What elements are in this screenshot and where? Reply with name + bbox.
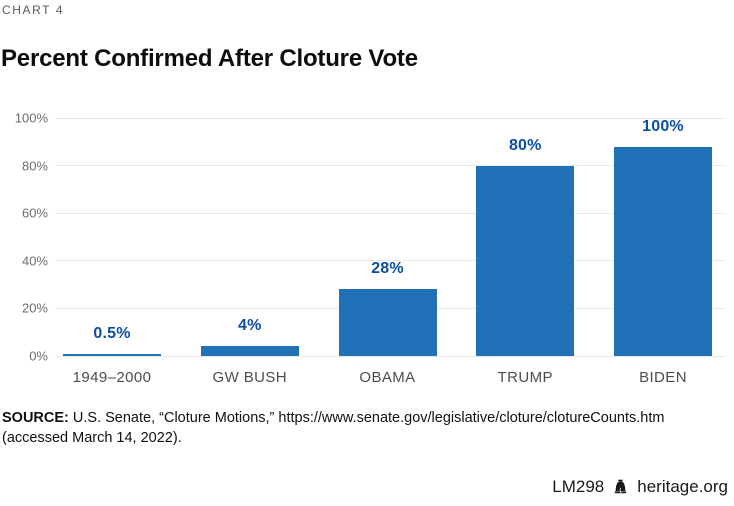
y-tick-label: 20% [21, 300, 48, 316]
chart-kicker: CHART 4 [2, 3, 65, 17]
plot-area: 0.5% 1949–2000 4% GW BUSH 28% OBAMA 80% TRUMP 10… [55, 117, 726, 386]
bar-value-label: 100% [642, 118, 684, 135]
liberty-bell-icon [615, 479, 627, 493]
document-id: LM298 [552, 477, 605, 496]
gridline [55, 355, 726, 357]
gridline [55, 117, 726, 119]
bar-group-obama: 28% OBAMA [338, 118, 437, 386]
gridline [55, 260, 726, 262]
bars: 0.5% 1949–2000 4% GW BUSH 28% OBAMA 80% TRUMP 10… [55, 118, 726, 386]
bar-group-biden: 100% BIDEN [614, 118, 712, 386]
y-tick-label: 60% [21, 205, 48, 221]
bar-obama [338, 289, 437, 356]
y-tick-label: 0% [29, 348, 48, 364]
bar-gw-bush [200, 346, 299, 356]
x-tick-label: TRUMP [497, 369, 553, 386]
bar-group-1949-2000: 0.5% 1949–2000 [63, 118, 161, 386]
x-tick-label: OBAMA [359, 369, 416, 386]
bar-group-trump: 80% TRUMP [476, 118, 575, 386]
source-note: SOURCE: U.S. Senate, “Cloture Motions,” … [2, 409, 702, 448]
gridline [55, 165, 726, 167]
bar-value-label: 80% [508, 136, 542, 154]
bar-value-label: 28% [371, 260, 404, 278]
bar-group-gw-bush: 4% GW BUSH [200, 118, 299, 386]
x-tick-label: 1949–2000 [72, 369, 152, 386]
bar-value-label: 0.5% [93, 325, 131, 342]
y-tick-label: 80% [21, 158, 48, 174]
footer: LM298 heritage.org [552, 477, 728, 497]
bar-1949-2000 [63, 354, 161, 356]
x-tick-label: GW BUSH [212, 369, 287, 386]
site-name: heritage.org [637, 477, 728, 496]
bar-biden [614, 147, 712, 356]
bar-value-label: 4% [237, 317, 262, 335]
chart-title: Percent Confirmed After Cloture Vote [1, 45, 418, 73]
y-axis: 0% 20% 40% 60% 80% 100% [0, 111, 48, 364]
source-label: SOURCE: [2, 410, 69, 426]
y-tick-label: 100% [14, 110, 48, 126]
bar-trump [476, 165, 575, 356]
source-line2: (accessed March 14, 2022). [2, 429, 182, 446]
source-line1: U.S. Senate, “Cloture Motions,” https://… [72, 410, 665, 426]
x-tick-label: BIDEN [639, 369, 687, 386]
gridline [55, 212, 726, 214]
y-tick-label: 40% [21, 253, 48, 269]
